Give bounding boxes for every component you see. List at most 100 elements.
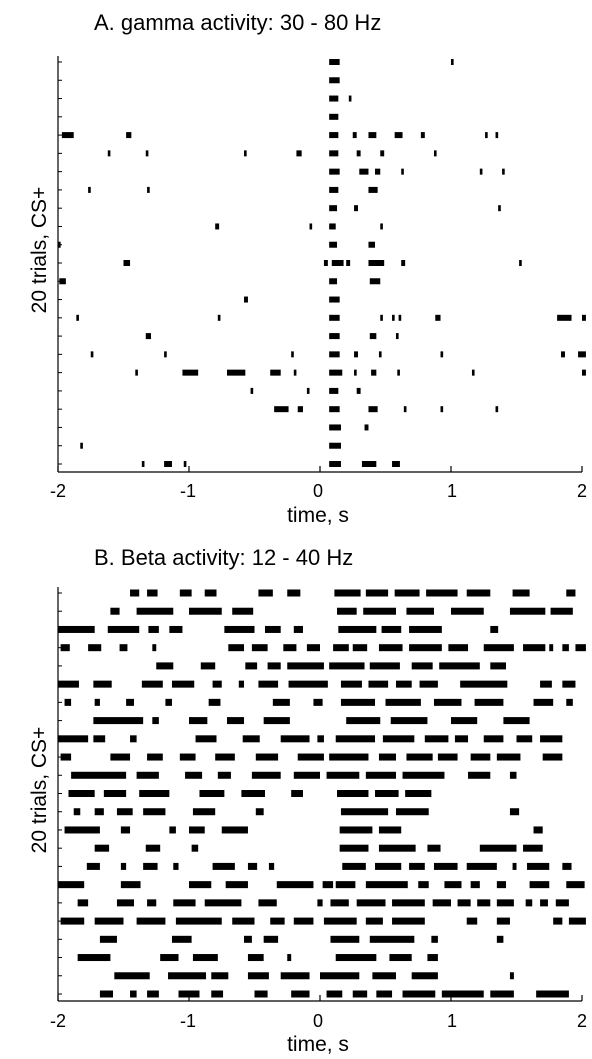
- raster-event: [165, 698, 172, 706]
- panel-b-title: B. Beta activity: 12 - 40 Hz: [94, 545, 353, 570]
- raster-event: [329, 333, 340, 340]
- raster-event: [451, 717, 478, 725]
- raster-event: [466, 917, 478, 925]
- raster-event: [258, 680, 279, 688]
- raster-event: [120, 826, 131, 834]
- raster-event: [276, 881, 314, 889]
- raster-event: [141, 461, 145, 467]
- raster-event: [503, 717, 530, 725]
- raster-event: [291, 351, 294, 358]
- raster-event: [352, 644, 368, 652]
- raster-event: [439, 662, 480, 670]
- raster-event: [356, 387, 361, 394]
- raster-event: [444, 881, 462, 889]
- raster-event: [189, 881, 212, 889]
- raster-event: [397, 369, 400, 376]
- raster-event: [145, 150, 149, 157]
- raster-event: [448, 644, 469, 652]
- raster-event: [562, 680, 576, 688]
- raster-event: [533, 698, 554, 706]
- raster-event: [224, 625, 255, 633]
- raster-event: [139, 790, 170, 797]
- raster-event: [376, 990, 393, 998]
- raster-event: [339, 844, 369, 852]
- raster-event: [352, 132, 357, 139]
- raster-event: [247, 972, 269, 980]
- raster-event: [375, 862, 402, 870]
- raster-event: [409, 625, 442, 633]
- raster-event: [406, 607, 434, 615]
- raster-event: [496, 917, 510, 925]
- raster-event: [498, 205, 501, 212]
- panel-a-xlabel: time, s: [287, 504, 349, 527]
- raster-event: [466, 862, 497, 870]
- raster-event: [329, 150, 339, 157]
- raster-event: [88, 186, 91, 193]
- raster-event: [529, 881, 550, 889]
- raster-event: [550, 607, 573, 615]
- raster-event: [136, 917, 166, 925]
- raster-event: [317, 735, 324, 743]
- raster-event: [365, 771, 396, 779]
- raster-event: [555, 899, 569, 907]
- raster-event: [244, 935, 252, 943]
- raster-event: [145, 844, 161, 852]
- raster-event: [395, 333, 399, 340]
- raster-event: [356, 150, 361, 157]
- raster-event: [509, 808, 520, 816]
- raster-event: [215, 223, 220, 230]
- raster-event: [123, 260, 131, 266]
- raster-event: [330, 935, 360, 943]
- raster-event: [258, 589, 273, 597]
- raster-event: [562, 862, 572, 870]
- panel-a-axes: [57, 56, 583, 473]
- raster-event: [329, 241, 338, 248]
- panel-a-raster-marks: [58, 59, 586, 467]
- raster-event: [136, 607, 174, 615]
- raster-event: [145, 333, 152, 340]
- raster-event: [58, 625, 95, 633]
- raster-event: [195, 735, 217, 743]
- raster-event: [64, 826, 100, 834]
- raster-event: [250, 387, 254, 394]
- raster-event: [457, 899, 471, 907]
- raster-event: [141, 680, 163, 688]
- raster-event: [182, 369, 199, 376]
- raster-event: [147, 753, 163, 761]
- raster-event: [540, 899, 548, 907]
- raster-event: [288, 680, 328, 688]
- raster-event: [103, 790, 127, 797]
- raster-event: [394, 589, 420, 597]
- panel-b-beta: B. Beta activity: 12 - 40 Hz 20 trials, …: [28, 545, 587, 1056]
- raster-event: [411, 662, 433, 670]
- raster-event: [477, 899, 491, 907]
- raster-event: [427, 844, 441, 852]
- raster-event: [173, 862, 179, 870]
- raster-event: [329, 296, 340, 303]
- raster-event: [264, 625, 281, 633]
- raster-event: [479, 844, 517, 852]
- raster-event: [340, 808, 389, 816]
- raster-event: [401, 260, 406, 266]
- raster-event: [340, 698, 376, 706]
- raster-event: [80, 442, 83, 449]
- raster-event: [71, 771, 127, 779]
- raster-event: [460, 680, 508, 688]
- raster-event: [116, 899, 134, 907]
- raster-event: [403, 406, 407, 413]
- raster-event: [363, 607, 396, 615]
- raster-event: [519, 260, 522, 266]
- raster-event: [495, 406, 499, 413]
- raster-event: [110, 753, 131, 761]
- raster-event: [244, 150, 247, 157]
- raster-event: [496, 881, 507, 889]
- raster-event: [380, 150, 385, 157]
- raster-event: [342, 862, 366, 870]
- raster-event: [566, 698, 573, 706]
- raster-event: [58, 735, 89, 743]
- raster-event: [189, 717, 208, 725]
- raster-event: [251, 644, 268, 652]
- raster-event: [238, 680, 245, 688]
- panel-b-xlabel: time, s: [287, 1033, 349, 1056]
